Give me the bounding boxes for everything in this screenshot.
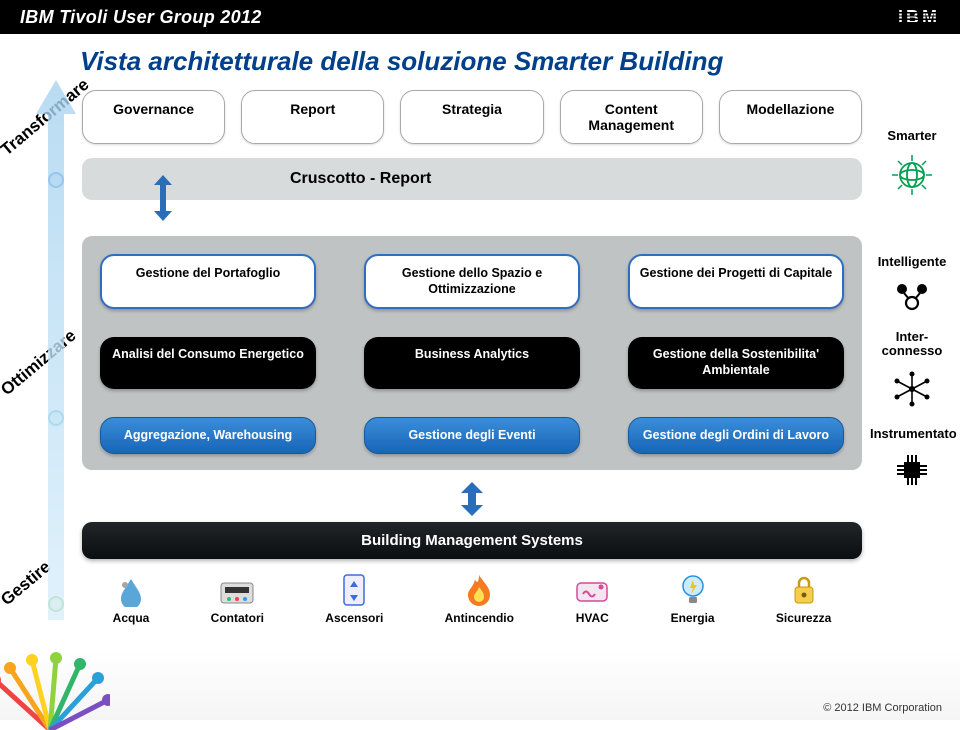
right-smarter: Smarter [870,128,954,143]
panel-grid: Gestione del Portafoglio Gestione dello … [82,236,862,470]
fire-icon [464,573,494,607]
util-ascensori: Ascensori [325,573,383,625]
network-icon [894,371,930,407]
right-intelligent: Intelligente [870,254,954,269]
right-interconnected: Inter-connesso [870,330,954,359]
lock-icon [790,573,818,607]
chip-portfolio: Gestione del Portafoglio [100,254,316,309]
bms-bar: Building Management Systems [82,522,862,559]
chip-governance: Governance [82,90,225,144]
meter-icon [219,579,255,607]
chip-space-opt: Gestione dello Spazio e Ottimizzazione [364,254,580,309]
hvac-icon [575,577,609,607]
utility-row: Acqua Contatori Ascensori Antincendio HV… [82,573,862,625]
chip-energy-analysis: Analisi del Consumo Energetico [100,337,316,388]
right-column: Smarter Intelligente Inter-connesso Inst… [870,128,954,506]
top-row: Governance Report Strategia Content Mana… [82,90,862,144]
water-icon [115,575,147,607]
panel-cruscotto: Cruscotto - Report [82,158,862,200]
header-title: IBM Tivoli User Group 2012 [20,7,262,28]
diagram: Governance Report Strategia Content Mana… [82,90,862,630]
chip-events: Gestione degli Eventi [364,417,580,455]
ibm-logo: IBM [898,7,940,28]
util-label: Antincendio [445,611,514,625]
chip-strategia: Strategia [400,90,543,144]
util-acqua: Acqua [113,575,150,625]
util-label: Acqua [113,611,150,625]
chip-report: Report [241,90,384,144]
burst-icon [0,640,110,730]
util-label: Contatori [211,611,264,625]
cruscotto-label: Cruscotto - Report [90,170,431,188]
util-label: Ascensori [325,611,383,625]
chip-content-management: Content Management [560,90,703,144]
util-label: Sicurezza [776,611,831,625]
footer: © 2012 IBM Corporation [823,702,942,714]
arrow-top-icon [152,175,174,221]
elevator-icon [340,573,368,607]
util-hvac: HVAC [575,577,609,625]
planet-icon [892,155,932,195]
chip-business-analytics: Business Analytics [364,337,580,388]
bulb-icon [679,573,707,607]
util-sicurezza: Sicurezza [776,573,831,625]
chip-modellazione: Modellazione [719,90,862,144]
chip-sustainability: Gestione della Sostenibilita' Ambientale [628,337,844,388]
slide-title: Vista architetturale della soluzione Sma… [0,34,960,85]
util-energia: Energia [671,573,715,625]
right-instrumented: Instrumentato [870,426,954,441]
header-bar: IBM Tivoli User Group 2012 IBM [0,0,960,34]
chip-aggregation: Aggregazione, Warehousing [100,417,316,455]
chip-work-orders: Gestione degli Ordini di Lavoro [628,417,844,455]
chip-icon [895,453,929,487]
side-arrow-icon [36,80,76,620]
arrow-bms-icon [459,482,485,516]
util-antincendio: Antincendio [445,573,514,625]
util-contatori: Contatori [211,579,264,625]
util-label: HVAC [576,611,609,625]
intelligent-icon [894,281,930,311]
util-label: Energia [671,611,715,625]
chip-capital-projects: Gestione dei Progetti di Capitale [628,254,844,309]
